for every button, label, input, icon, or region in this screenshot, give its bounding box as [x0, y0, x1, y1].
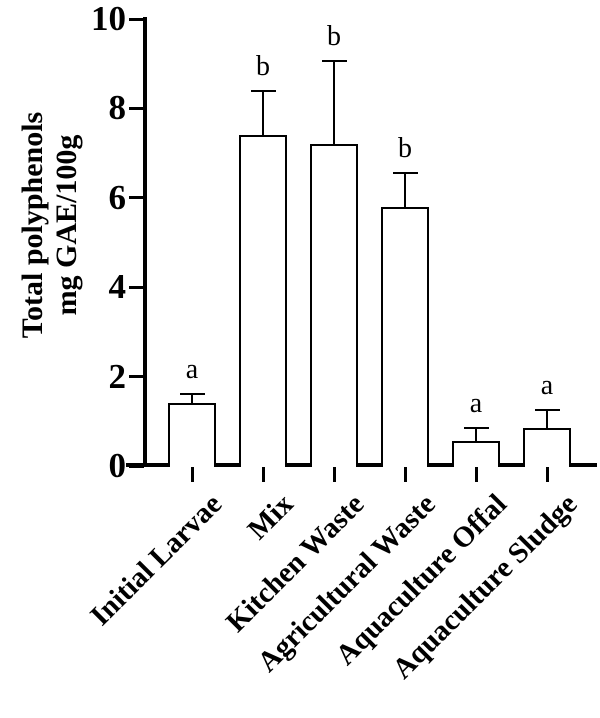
error-bar-whisker: [191, 394, 193, 404]
x-axis-tick: [474, 467, 478, 482]
y-axis-tick: [129, 106, 144, 110]
y-tick-label: 0: [108, 446, 127, 485]
y-tick-label: 8: [108, 88, 127, 128]
error-bar-whisker: [546, 410, 548, 428]
y-axis-line: [143, 17, 147, 467]
y-axis-tick: [129, 285, 144, 289]
significance-letter: b: [256, 50, 270, 82]
bar: [381, 206, 429, 467]
significance-letter: a: [540, 370, 554, 402]
y-axis-tick: [129, 464, 144, 468]
error-bar-whisker: [262, 90, 264, 136]
error-bar-cap: [250, 89, 276, 92]
x-axis-line: [126, 463, 597, 467]
bar: [452, 441, 500, 467]
y-tick-label: 10: [91, 0, 126, 38]
bar: [239, 135, 287, 467]
x-axis-tick: [545, 467, 549, 482]
error-bar-cap: [392, 172, 418, 175]
y-axis-tick: [129, 196, 144, 200]
x-axis-tick: [403, 467, 407, 482]
y-tick-label: 2: [108, 356, 127, 396]
significance-letter: a: [185, 354, 199, 386]
bar: [310, 144, 358, 467]
x-category-label: Initial Larvae: [84, 488, 229, 632]
y-axis-tick: [129, 375, 144, 379]
error-bar-whisker: [333, 61, 335, 145]
significance-letter: b: [327, 21, 341, 53]
error-bar-cap: [534, 409, 560, 412]
y-tick-label: 4: [108, 267, 127, 307]
x-category-label: Mix: [241, 488, 300, 546]
error-bar-cap: [179, 393, 205, 396]
error-bar-whisker: [475, 428, 477, 442]
y-tick-label: 6: [108, 177, 127, 217]
y-axis-tick: [129, 17, 144, 21]
bar: [168, 403, 216, 467]
bar: [523, 428, 571, 467]
x-axis-tick: [261, 467, 265, 482]
error-bar-whisker: [404, 173, 406, 207]
x-axis-tick: [190, 467, 194, 482]
x-axis-tick: [332, 467, 336, 482]
significance-letter: a: [469, 388, 483, 419]
significance-letter: b: [398, 133, 412, 165]
error-bar-cap: [321, 60, 347, 63]
error-bar-cap: [463, 427, 489, 429]
